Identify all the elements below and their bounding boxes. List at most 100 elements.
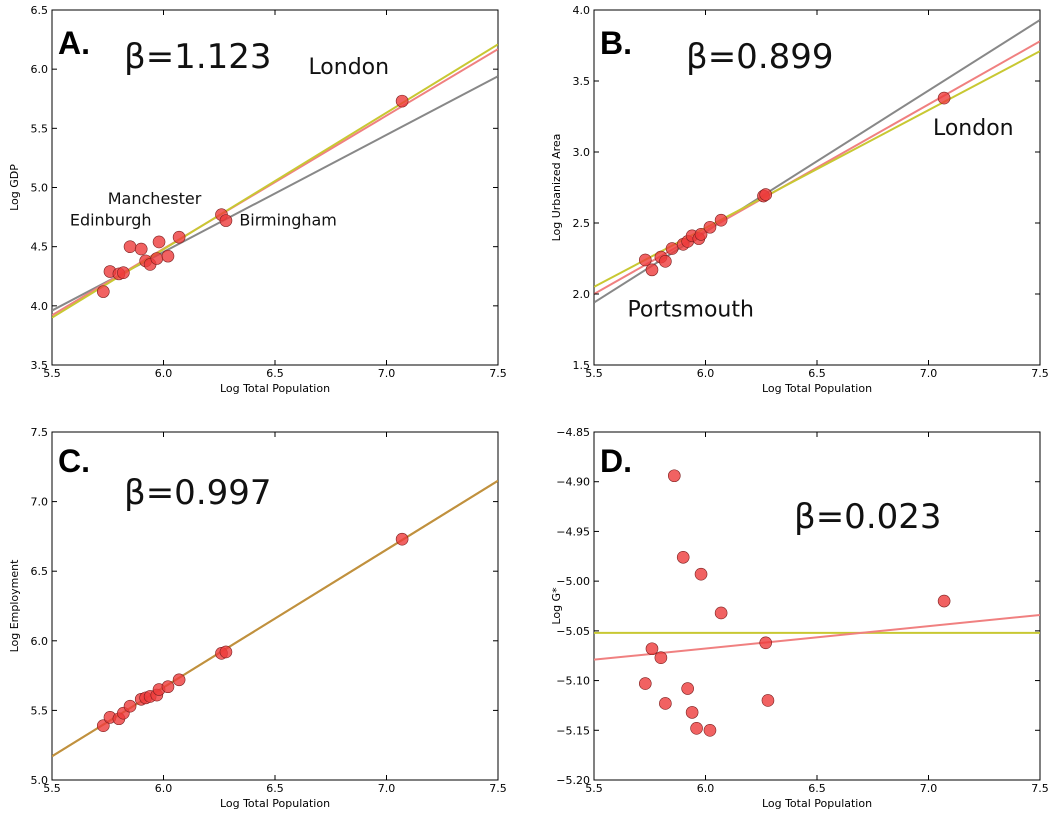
data-point: [703, 220, 717, 234]
data-point: [690, 721, 703, 735]
data-point: [694, 228, 708, 241]
x-tick-label: 7.0: [378, 782, 396, 795]
y-tick-label: 7.0: [31, 496, 49, 509]
data-point: [676, 550, 690, 564]
y-tick-label: −5.10: [556, 675, 590, 688]
data-point: [659, 255, 672, 268]
y-tick-label: 2.5: [573, 217, 591, 230]
y-axis-label: Log Urbanized Area: [550, 134, 563, 242]
x-tick-label: 7.0: [920, 367, 938, 380]
x-axis-label: Log Total Population: [220, 382, 330, 395]
y-tick-label: 6.0: [31, 635, 49, 648]
data-point: [667, 469, 681, 483]
data-point: [172, 673, 186, 687]
data-point: [117, 266, 130, 280]
panel-d: 5.5 6.0 6.5 7.0 7.5 −5.20 −5.15 −5.10 −5.05 −5.00…: [550, 426, 1049, 810]
data-point: [714, 213, 728, 227]
data-point: [161, 249, 175, 263]
x-tick-label: 6.5: [266, 782, 284, 795]
y-tick-label: 3.5: [31, 359, 49, 372]
data-point: [937, 594, 951, 608]
data-point: [759, 188, 773, 201]
x-tick-label: 6.5: [808, 367, 826, 380]
y-tick-label: 5.5: [31, 704, 49, 717]
data-point: [659, 697, 672, 710]
data-point: [665, 242, 679, 255]
y-tick-label: −4.90: [556, 476, 590, 489]
y-axis-label: Log GDP: [8, 164, 21, 211]
y-tick-label: 2.0: [573, 288, 591, 301]
data-point: [714, 606, 728, 620]
x-tick-label: 6.0: [155, 367, 173, 380]
beta-label: β=0.023: [794, 497, 942, 537]
y-tick-label: 4.5: [31, 241, 49, 254]
y-tick-label: −5.05: [556, 625, 590, 638]
y-tick-label: 4.0: [31, 300, 49, 313]
plot-frame: [51, 431, 499, 781]
panel-letter: B.: [600, 25, 632, 61]
fit-line: [594, 19, 1040, 304]
y-tick-label: 5.0: [31, 182, 49, 195]
panel-letter: C.: [58, 443, 90, 479]
city-annotation: Birmingham: [239, 210, 337, 229]
x-tick-label: 6.0: [697, 782, 715, 795]
y-tick-label: 6.0: [31, 63, 49, 76]
panel-c: 5.5 6.0 6.5 7.0 7.55.05.56.06.57.07.5 Log To…: [8, 426, 507, 810]
x-axis-label: Log Total Population: [220, 797, 330, 810]
city-annotation: Edinburgh: [70, 210, 152, 229]
beta-label: β=0.997: [124, 473, 272, 513]
y-tick-label: 1.5: [573, 359, 591, 372]
data-point: [395, 94, 409, 108]
data-point: [645, 263, 659, 277]
data-point: [161, 680, 175, 694]
data-point: [219, 214, 233, 227]
data-point: [685, 706, 699, 719]
y-tick-label: −5.00: [556, 575, 590, 588]
panel-b: 5.5 6.0 6.5 7.0 7.5 1.5 2.0 2.5 3.0 3.5 4.0 Log To…: [550, 4, 1049, 395]
panel-letter: D.: [600, 443, 632, 479]
data-point: [96, 719, 110, 733]
y-tick-label: −4.85: [556, 426, 590, 439]
data-point: [123, 699, 137, 713]
data-point: [395, 532, 409, 546]
data-point: [150, 252, 164, 265]
x-tick-label: 7.5: [1031, 782, 1049, 795]
y-tick-label: 5.5: [31, 122, 49, 135]
panel-a: 5.5 6.0 6.5 7.0 7.5 3.5 4.0 4.5 5.0 5.5 6.0 6.5 Log…: [8, 4, 507, 395]
x-tick-label: 5.5: [43, 782, 61, 795]
x-tick-label: 5.5: [585, 367, 603, 380]
panel-letter: A.: [58, 25, 90, 61]
data-point: [654, 651, 668, 665]
data-point: [937, 91, 951, 105]
city-annotation: London: [308, 55, 389, 80]
data-point: [219, 645, 233, 659]
y-tick-label: 5.0: [31, 774, 49, 787]
y-tick-label: 6.5: [31, 4, 49, 17]
fit-line: [594, 613, 1040, 661]
y-axis-label: Log Employment: [8, 559, 21, 653]
y-tick-label: 3.0: [573, 146, 591, 159]
data-point: [123, 240, 137, 253]
x-tick-label: 5.5: [585, 782, 603, 795]
data-point: [645, 642, 659, 656]
y-tick-label: −5.15: [556, 724, 590, 737]
city-annotation: Manchester: [108, 189, 202, 208]
data-point: [681, 682, 694, 695]
plot-frame: [51, 9, 499, 366]
y-axis-label: Log G*: [550, 587, 563, 625]
x-axis-label: Log Total Population: [762, 797, 872, 810]
x-tick-label: 5.5: [43, 367, 61, 380]
data-point: [134, 242, 148, 256]
data-point: [694, 567, 708, 581]
y-tick-label: 4.0: [573, 4, 591, 17]
y-tick-label: 7.5: [31, 426, 49, 439]
data-point: [759, 636, 773, 650]
beta-label: β=1.123: [124, 37, 272, 77]
data-point: [761, 694, 775, 707]
city-annotation: Portsmouth: [627, 298, 753, 323]
x-tick-label: 6.5: [808, 782, 826, 795]
data-point: [152, 235, 166, 249]
x-tick-label: 7.5: [489, 367, 507, 380]
beta-label: β=0.899: [686, 37, 834, 77]
